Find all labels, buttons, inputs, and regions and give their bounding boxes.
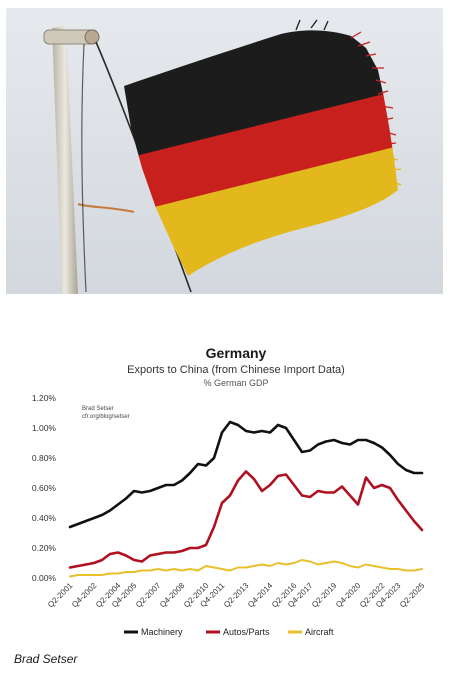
y-tick-label: 1.00% bbox=[32, 423, 57, 433]
legend-label: Machinery bbox=[141, 627, 183, 637]
series-line-machinery bbox=[68, 420, 424, 529]
x-tick-label: Q4-2008 bbox=[158, 581, 187, 610]
legend: Machinery Autos/Parts Aircraft bbox=[124, 627, 334, 637]
x-tick-label: Q4-2020 bbox=[334, 581, 363, 610]
x-tick-label: Q2-2025 bbox=[398, 581, 427, 610]
halyard-rope-2 bbox=[81, 43, 87, 293]
series-line-aircraft bbox=[69, 559, 423, 578]
y-tick-label: 0.80% bbox=[32, 453, 57, 463]
chart-panel: Germany Exports to China (from Chinese I… bbox=[6, 336, 443, 650]
legend-label: Aircraft bbox=[305, 627, 334, 637]
photo-credit: Brad Setser bbox=[14, 652, 78, 666]
x-tick-label: Q4-2014 bbox=[246, 581, 275, 610]
y-axis: 0.00% 0.20% 0.40% 0.60% 0.80% 1.00% 1.20% bbox=[32, 393, 57, 583]
y-tick-label: 0.40% bbox=[32, 513, 57, 523]
y-tick-label: 1.20% bbox=[32, 393, 57, 403]
x-tick-label: Q2-2019 bbox=[310, 581, 339, 610]
x-tick-label: Q2-2007 bbox=[134, 581, 163, 610]
x-tick-label: Q2-2013 bbox=[222, 581, 251, 610]
chart-subtitle: Exports to China (from Chinese Import Da… bbox=[127, 364, 345, 376]
y-tick-label: 0.00% bbox=[32, 573, 57, 583]
y-tick-label: 0.60% bbox=[32, 483, 57, 493]
chart-title: Germany bbox=[206, 345, 267, 361]
line-chart: Germany Exports to China (from Chinese I… bbox=[32, 345, 427, 637]
flagpole bbox=[43, 26, 135, 294]
y-tick-label: 0.20% bbox=[32, 543, 57, 553]
x-tick-label: Q4-2002 bbox=[70, 581, 99, 610]
series-line-autos-parts bbox=[68, 470, 424, 569]
frayed-edge bbox=[295, 19, 402, 186]
x-axis: Q2-2001Q4-2002Q2-2004Q4-2005Q2-2007Q4-20… bbox=[46, 581, 427, 610]
chart-unit-label: % German GDP bbox=[203, 378, 268, 388]
german-flag-photo bbox=[6, 8, 443, 294]
x-tick-label: Q2-2001 bbox=[46, 581, 75, 610]
source-url: cfr.org/blog/setser bbox=[82, 414, 130, 420]
series-lines bbox=[68, 420, 424, 578]
source-author: Brad Setser bbox=[82, 406, 114, 412]
legend-label: Autos/Parts bbox=[223, 627, 270, 637]
